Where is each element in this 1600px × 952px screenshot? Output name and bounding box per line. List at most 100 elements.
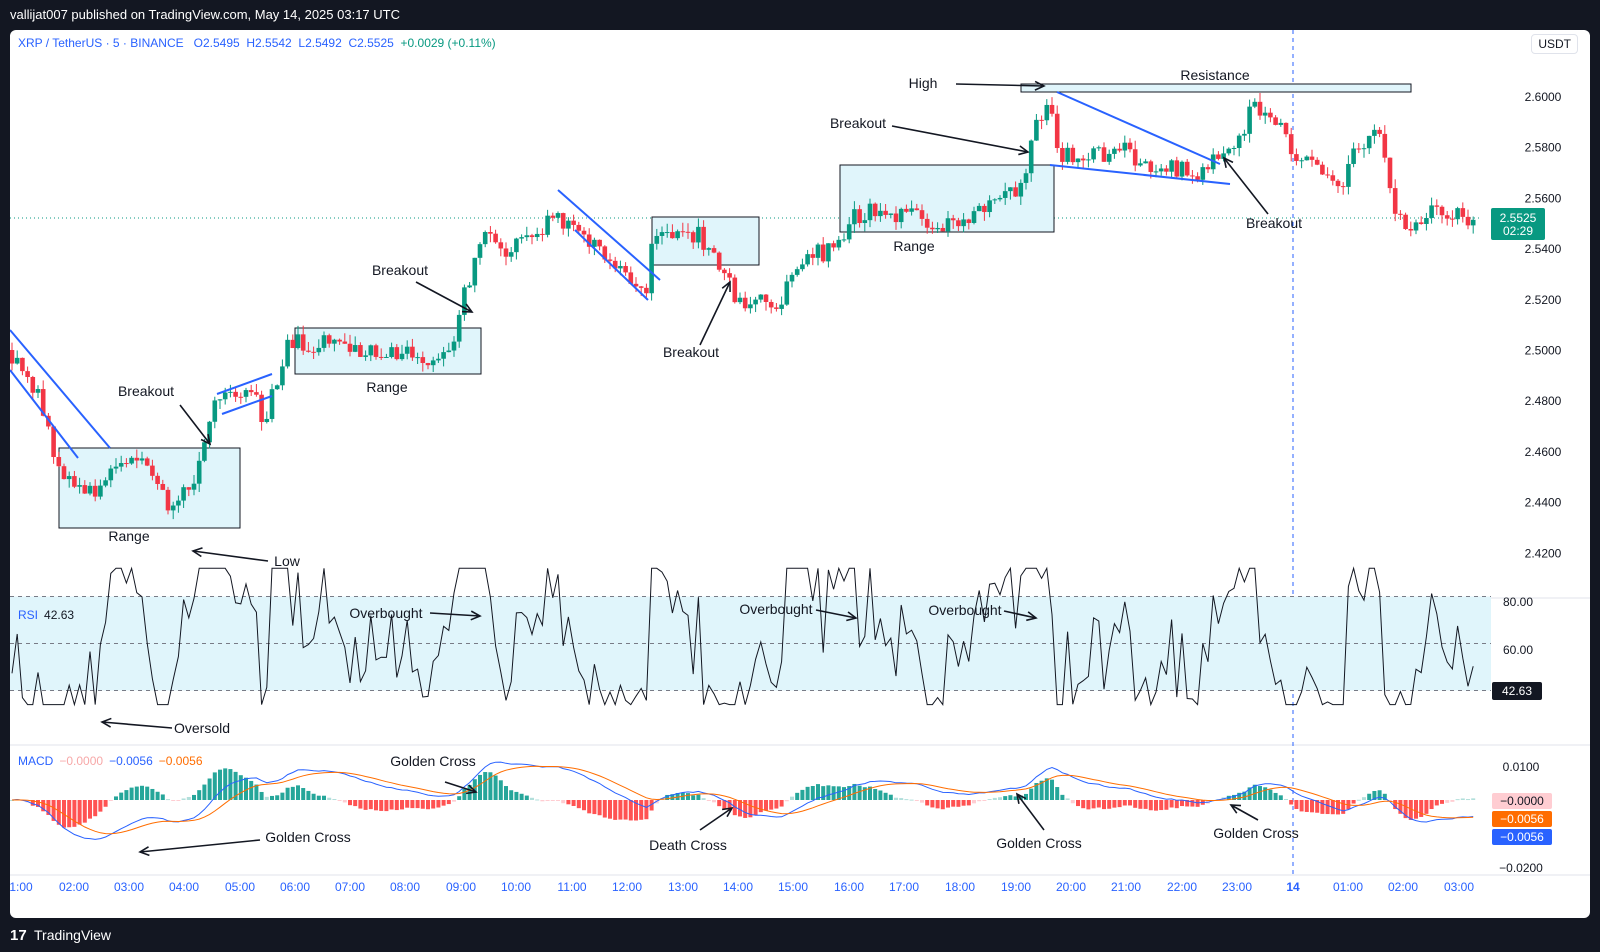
chart-container[interactable]: 2.6000 2.5800 2.5600 2.5400 2.5200 2.5000 2.48… — [10, 30, 1590, 918]
macd-histogram-bar — [88, 800, 92, 819]
candle-body — [789, 274, 795, 282]
candle-body — [394, 347, 400, 360]
candle — [467, 282, 472, 289]
arrow-head — [138, 846, 150, 857]
candle-body — [1039, 119, 1044, 121]
candle — [690, 230, 696, 249]
macd-histogram-bar — [1065, 798, 1070, 800]
macd-histogram-bar — [566, 800, 571, 805]
candle-body — [212, 400, 218, 422]
candle — [170, 501, 176, 520]
macd-histogram-bar — [1450, 800, 1455, 802]
rsi-legend[interactable]: RSI 42.63 — [18, 608, 74, 622]
candle — [774, 302, 779, 312]
candle-body — [1096, 147, 1102, 149]
candle-body — [404, 346, 410, 354]
macd-histogram-bar — [873, 788, 878, 800]
candle — [472, 257, 478, 293]
candle-body — [649, 243, 654, 294]
last-price-countdown: 02:29 — [1503, 224, 1533, 238]
chart-svg[interactable]: 2.6000 2.5800 2.5600 2.5400 2.5200 2.5000 2.48… — [10, 30, 1590, 918]
candle — [566, 217, 571, 237]
candle-body — [826, 243, 831, 262]
macd-histogram-bar — [743, 800, 748, 818]
trend-line — [557, 189, 661, 281]
candle-body — [451, 341, 457, 351]
macd-histogram-bar — [296, 785, 300, 800]
candle — [176, 495, 181, 513]
candle — [1387, 157, 1393, 194]
candle-body — [628, 272, 634, 284]
candle — [228, 384, 233, 398]
high-label: High — [909, 75, 938, 91]
symbol-name[interactable]: XRP / TetherUS · 5 · BINANCE — [18, 36, 184, 50]
candle-body — [1221, 153, 1226, 159]
candle-body — [753, 299, 758, 305]
candle — [1309, 149, 1315, 167]
macd-histogram-bar — [270, 795, 274, 800]
candle — [342, 333, 348, 344]
candle — [98, 479, 103, 500]
macd-histogram-bar — [1377, 790, 1382, 800]
macd-histogram-bar — [285, 787, 290, 800]
candle-body — [467, 285, 472, 288]
candle — [1247, 99, 1252, 143]
macd-histogram-bar — [665, 794, 670, 800]
candle — [389, 342, 394, 359]
candle — [1335, 178, 1341, 193]
candle-body — [358, 345, 363, 357]
footer-brand[interactable]: TradingView — [34, 927, 112, 943]
candle-body — [612, 260, 618, 269]
overbought-label: Overbought — [739, 601, 812, 617]
candle — [987, 195, 992, 218]
symbol-legend[interactable]: XRP / TetherUS · 5 · BINANCE O2.5495 H2.… — [18, 36, 496, 50]
change-value: +0.0029 (+0.11%) — [400, 36, 496, 50]
candle — [805, 249, 810, 267]
candle — [56, 451, 62, 467]
macd-histogram-bar — [961, 800, 966, 806]
arrow-head — [1034, 80, 1046, 91]
candle — [1236, 133, 1242, 157]
candle — [914, 203, 920, 211]
macd-signal-tag-value: −0.0056 — [1500, 812, 1544, 826]
candle-body — [820, 244, 826, 262]
candle-body — [1325, 174, 1330, 176]
candle — [831, 240, 836, 252]
tradingview-logo-icon[interactable]: 17 — [10, 927, 27, 944]
time-tick-label: 07:00 — [335, 880, 365, 894]
candle-body — [254, 392, 259, 395]
macd-histogram-bar — [1268, 789, 1273, 800]
candle — [1320, 161, 1325, 176]
candle — [1356, 143, 1362, 154]
candle-body — [831, 243, 836, 248]
macd-histogram-bar — [623, 800, 628, 820]
candle-body — [217, 399, 223, 401]
macd-histogram-bar — [311, 793, 316, 800]
macd-histogram-bar — [597, 800, 602, 816]
currency-button[interactable]: USDT — [1531, 34, 1578, 54]
candle-body — [997, 197, 1003, 200]
candle-body — [269, 389, 275, 419]
candle — [503, 242, 509, 266]
macd-histogram-bar — [400, 800, 404, 810]
candle — [430, 356, 436, 372]
candle-body — [321, 335, 327, 348]
candle-body — [1242, 133, 1247, 136]
candle — [1205, 164, 1211, 174]
macd-legend[interactable]: MACD −0.0000 −0.0056 −0.0056 — [18, 754, 203, 768]
macd-histogram-bar — [608, 800, 612, 819]
candle-body — [30, 376, 36, 393]
footer-bar: 17 TradingView — [0, 918, 1600, 952]
candle — [196, 451, 202, 493]
macd-histogram-bar — [904, 799, 909, 801]
candle-body — [800, 264, 805, 270]
macd-histogram-bar — [1440, 800, 1444, 804]
candle-body — [176, 500, 181, 506]
arrow-line — [815, 609, 857, 619]
macd-histogram-bar — [556, 800, 560, 801]
candle — [238, 392, 244, 404]
candle-body — [737, 297, 743, 303]
range-label: Range — [366, 379, 407, 395]
macd-histogram-bar — [868, 786, 872, 800]
macd-histogram-bar — [930, 800, 935, 808]
